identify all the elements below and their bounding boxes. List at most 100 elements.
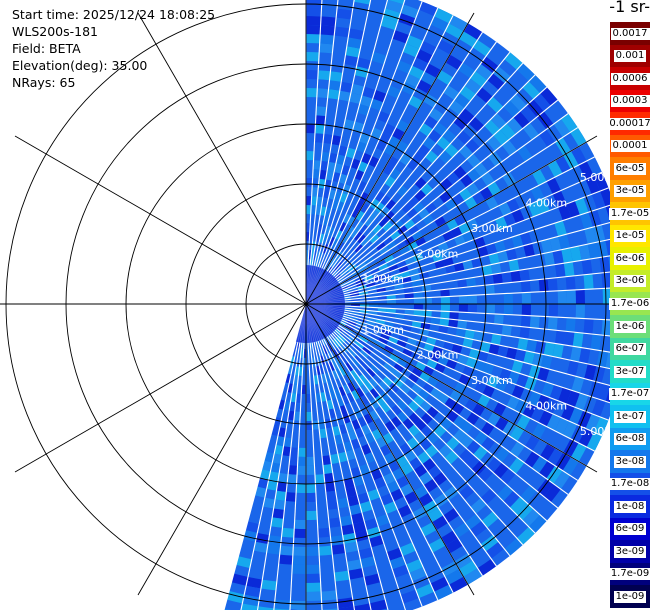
range-gate [575, 304, 585, 319]
range-gate [353, 408, 364, 420]
range-gate [449, 15, 468, 32]
range-gate [480, 436, 496, 452]
range-gate [503, 304, 513, 315]
range-gate [547, 160, 563, 178]
range-gate [328, 152, 338, 164]
range-gate [395, 475, 410, 489]
range-gate [306, 465, 315, 475]
range-gate [472, 403, 486, 417]
range-gate [465, 138, 480, 154]
range-gate [266, 480, 278, 491]
range-gate [381, 329, 392, 337]
range-gate [306, 70, 319, 80]
range-gate [553, 118, 571, 138]
colorbar-level: 1e-08 [610, 495, 650, 519]
range-gate [355, 199, 365, 211]
range-gate [432, 121, 448, 137]
range-gate [423, 115, 439, 130]
range-gate [418, 471, 433, 486]
range-gate [540, 238, 553, 254]
range-gate [464, 513, 482, 530]
range-gate [317, 70, 331, 81]
range-gate [420, 71, 437, 86]
range-gate [451, 343, 463, 355]
range-gate [555, 452, 572, 471]
range-gate [334, 262, 343, 271]
range-gate [331, 544, 346, 555]
range-gate [330, 535, 345, 546]
ray-separator [305, 156, 595, 305]
range-gate [517, 337, 529, 351]
range-gate [264, 451, 275, 463]
range-gate [375, 514, 390, 527]
range-gate [346, 392, 356, 403]
range-gate [389, 353, 400, 363]
range-gate [392, 564, 410, 578]
range-gate [458, 448, 474, 464]
range-gate [560, 113, 578, 133]
range-gate [538, 410, 553, 427]
range-gate [555, 137, 572, 156]
range-gate [487, 181, 501, 196]
range-gate [382, 472, 396, 485]
range-gate [575, 289, 585, 304]
range-gate [306, 456, 315, 466]
range-gate [388, 336, 399, 345]
range-gate [389, 556, 406, 570]
range-gate [538, 460, 556, 479]
range-gate [409, 567, 427, 582]
range-gate [466, 277, 477, 288]
range-gate [507, 370, 520, 385]
range-gate [563, 261, 575, 277]
range-gate [593, 172, 609, 192]
range-gate [403, 287, 414, 294]
range-gate [321, 455, 332, 466]
start-time-text: Start time: 2025/12/24 18:08:25 [12, 7, 216, 22]
range-gate [355, 376, 365, 388]
range-gate [592, 224, 606, 243]
range-gate [364, 380, 374, 392]
range-gate [413, 297, 423, 304]
range-gate [413, 291, 423, 299]
range-gate [274, 444, 284, 456]
ray-separator [305, 187, 609, 305]
range-gate [369, 233, 380, 244]
range-gate [585, 175, 601, 195]
range-gate [301, 384, 306, 394]
range-gate [445, 537, 463, 554]
range-gate [511, 234, 524, 249]
range-gate [236, 556, 252, 569]
range-gate [436, 39, 455, 55]
range-gate [364, 343, 374, 352]
range-gate [345, 46, 361, 58]
range-gate [504, 538, 523, 556]
range-gate [494, 416, 509, 432]
range-gate [373, 274, 384, 282]
range-ring-label: 3.00km [471, 222, 513, 235]
range-gate [329, 453, 340, 465]
range-gate [490, 113, 507, 130]
range-gate [267, 535, 282, 546]
range-gate [467, 295, 477, 304]
range-gate [414, 485, 429, 499]
range-gate [413, 304, 423, 311]
colorbar-tick-label: 6e-09 [613, 523, 647, 536]
range-gate [347, 495, 360, 507]
range-gate [597, 383, 611, 402]
colorbar-tick-label: 6e-06 [613, 252, 647, 265]
range-gate [354, 341, 365, 350]
range-gate [407, 195, 420, 208]
range-gate [297, 456, 306, 466]
colorbar-tick-label: 1.7e-06 [608, 297, 650, 310]
ray-separator [273, 303, 307, 610]
range-gate [370, 333, 380, 341]
range-gate [319, 34, 335, 45]
range-gate [407, 400, 420, 413]
range-gate [591, 398, 606, 417]
range-gate [487, 151, 503, 167]
range-gate [368, 336, 379, 345]
colorbar-tick-label: 1e-06 [613, 320, 647, 333]
range-gate [353, 603, 372, 610]
range-gate [350, 207, 360, 219]
range-gate [530, 185, 545, 202]
